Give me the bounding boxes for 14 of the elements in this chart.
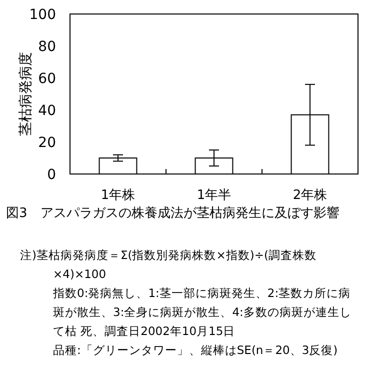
y-axis-title: 茎枯病発病度 (18, 52, 34, 136)
y-tick-label: 80 (38, 39, 56, 55)
y-tick-label: 40 (38, 103, 56, 119)
y-tick-label: 100 (29, 7, 56, 23)
y-tick-label: 60 (38, 71, 56, 87)
text: 図3 アスパラガスの株養成法が茎枯病発生に及ぼす影響 (6, 205, 340, 223)
text: 指数0:発病無し、1:茎一部に病斑発生、2:茎数カ所に病斑が散生、3:全身に病斑が散生、4:多数の病斑が連生して枯 死、調査日2002年10月15日 (52, 285, 352, 340)
text: 品種:「グリーンタワー」、縦棒はSE(n＝20、3反復) (52, 342, 339, 359)
y-tick-label: 20 (38, 135, 56, 151)
text: 注)茎枯病発病度＝Σ(指数別発病株数×指数)÷(調査株数×4)×100 (20, 247, 318, 283)
y-tick-label: 0 (47, 167, 56, 183)
x-tick-label: 1年株 (100, 188, 136, 203)
x-tick-label: 2年株 (292, 188, 328, 203)
x-tick-label: 1年半 (196, 188, 232, 203)
